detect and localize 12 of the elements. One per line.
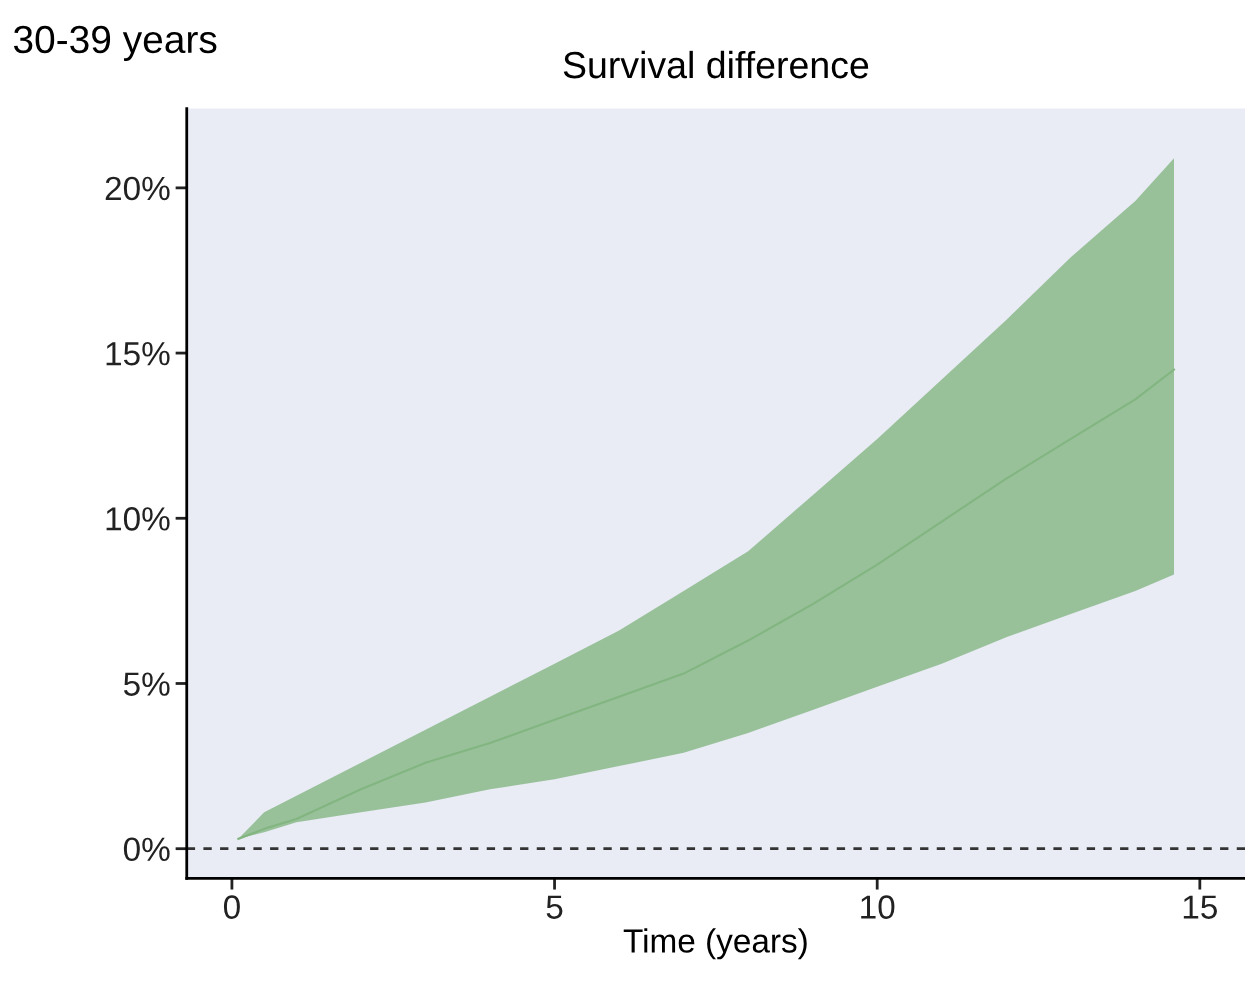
y-tick-label: 5% — [123, 672, 170, 696]
x-axis-title: Time (years) — [623, 928, 807, 960]
y-tick-label: 0% — [123, 837, 170, 862]
x-tick-label: 15 — [1183, 895, 1217, 919]
y-tick-label: 10% — [106, 507, 170, 531]
y-tick-label: 20% — [105, 176, 170, 201]
y-tick-label: 15% — [106, 342, 170, 366]
x-tick-label: 10 — [861, 895, 895, 919]
x-tick-label: 0 — [223, 895, 240, 919]
chart-title: Survival difference — [563, 50, 869, 79]
chart-subtitle: 30-39 years — [13, 25, 217, 61]
x-tick-label: 5 — [546, 895, 563, 919]
